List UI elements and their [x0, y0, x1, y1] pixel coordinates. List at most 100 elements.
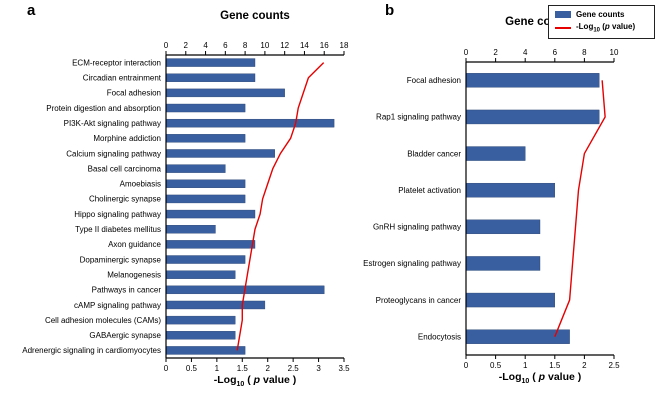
panel-b-label: b	[385, 2, 395, 19]
legend-label-part: value)	[609, 22, 636, 31]
category-label: Axon guidance	[108, 240, 161, 249]
panel-a-bottom-axis-label: -Log10 ( p value )	[166, 374, 344, 388]
axis-label-part: (	[529, 371, 539, 383]
top-axis-tick-label: 6	[223, 41, 228, 50]
panel-a-top-axis-title: Gene counts	[220, 10, 290, 22]
top-axis-tick-label: 14	[300, 41, 309, 50]
pvalue-line	[236, 62, 325, 351]
top-axis-tick-label: 0	[464, 48, 469, 57]
panel-a-plot-svg: ECM-receptor interaction Circadian entrai…	[22, 41, 350, 373]
legend-item-pvalue: -Log10 (p value)	[555, 22, 647, 34]
gene-count-bar	[465, 219, 541, 235]
category-label: Focal adhesion	[407, 76, 461, 85]
bottom-axis-tick-label: 0	[164, 364, 169, 373]
top-axis-tick-label: 8	[243, 41, 248, 50]
legend-label-sub: 10	[593, 27, 601, 34]
axis-label-p: p	[538, 371, 546, 383]
gene-count-bar	[465, 146, 526, 161]
category-label: Cell adhesion molecules (CAMs)	[45, 316, 161, 325]
axis-label-sub: 10	[236, 381, 245, 389]
gene-count-bar	[165, 58, 256, 67]
category-label: Cholinergic synapse	[89, 195, 162, 204]
gene-count-bar	[465, 256, 541, 271]
legend: Gene counts -Log10 (p value)	[548, 5, 655, 39]
category-label: Platelet activation	[398, 186, 461, 195]
bottom-axis-tick-label: 0.5	[490, 361, 502, 370]
axis-label-p: p	[253, 374, 261, 386]
category-label: Proteoglycans in cancer	[376, 296, 462, 305]
top-axis-tick-label: 2	[493, 48, 498, 57]
panel-b-chart: Focal adhesion Rap1 signaling pathway Blad…	[358, 0, 658, 401]
top-axis-tick-label: 16	[320, 41, 329, 50]
category-label: Circadian entrainment	[83, 74, 162, 83]
category-label: GnRH signaling pathway	[373, 223, 461, 232]
gene-count-bar	[165, 134, 246, 143]
category-label: Morphine addiction	[93, 134, 161, 143]
gene-count-bar	[465, 182, 556, 198]
bottom-axis-tick-label: 2.5	[288, 364, 300, 373]
bottom-axis-tick-label: 2.5	[608, 361, 620, 370]
gene-count-bar	[165, 209, 256, 219]
top-axis-tick-label: 10	[610, 48, 619, 57]
bottom-axis-tick-label: 1.5	[549, 361, 561, 370]
top-axis-tick-label: 2	[184, 41, 189, 50]
legend-label-p: p	[604, 22, 610, 31]
gene-count-bar	[165, 73, 256, 82]
top-axis-tick-label: 0	[164, 41, 169, 50]
top-axis-tick-label: 12	[280, 41, 289, 50]
category-label: ECM-receptor interaction	[72, 58, 161, 67]
gene-count-bar	[465, 329, 570, 344]
gene-count-bar	[165, 240, 256, 249]
category-label: PI3K-Akt signaling pathway	[64, 119, 161, 128]
bottom-axis-tick-label: 0.5	[186, 364, 198, 373]
gene-count-bar	[165, 270, 236, 279]
top-axis-tick-label: 10	[260, 41, 269, 50]
bottom-axis-tick-label: 3.5	[338, 364, 350, 373]
top-axis-tick-label: 4	[203, 41, 208, 50]
gene-counts-swatch-icon	[555, 11, 571, 18]
category-label: GABAergic synapse	[89, 331, 161, 340]
top-axis-tick-label: 4	[523, 48, 528, 57]
category-label: Focal adhesion	[107, 89, 161, 98]
bottom-axis-tick-label: 2	[265, 364, 270, 373]
gene-count-bar	[165, 300, 266, 310]
category-label: Protein digestion and absorption	[46, 104, 161, 113]
legend-gene-counts-label: Gene counts	[576, 10, 625, 19]
panel-a-label: a	[27, 2, 36, 19]
bottom-axis-tick-label: 2	[582, 361, 587, 370]
pvalue-line	[554, 80, 606, 337]
gene-count-bar	[165, 346, 246, 355]
gene-count-bar	[165, 255, 246, 264]
gene-count-bar	[165, 103, 246, 113]
legend-pvalue-label: -Log10 (p value)	[576, 22, 635, 34]
axis-label-part: -Log	[498, 371, 522, 383]
category-label: Adrenergic signaling in cardiomyocytes	[22, 346, 161, 355]
category-label: Bladder cancer	[407, 149, 461, 158]
gene-count-bar	[165, 194, 246, 204]
axis-label-sub: 10	[521, 378, 530, 386]
bottom-axis-tick-label: 1	[523, 361, 528, 370]
category-label: Calcium signaling pathway	[66, 149, 161, 158]
top-axis-tick-label: 6	[553, 48, 558, 57]
legend-label-part: -Log	[576, 22, 594, 31]
category-label: Type II diabetes mellitus	[75, 225, 161, 234]
panel-b-plot-svg: Focal adhesion Rap1 signaling pathway Blad…	[363, 48, 620, 370]
category-label: Estrogen signaling pathway	[363, 259, 461, 268]
top-axis-tick-label: 18	[340, 41, 349, 50]
category-label: Amoebiasis	[120, 180, 161, 189]
gene-count-bar	[165, 225, 216, 234]
gene-count-bar	[465, 109, 600, 125]
gene-count-bar	[165, 179, 246, 188]
gene-count-bar	[465, 73, 600, 88]
category-label: Basal cell carcinoma	[88, 164, 162, 173]
gene-count-bar	[165, 88, 285, 98]
pvalue-line-swatch-icon	[555, 26, 571, 29]
legend-label-part: (	[600, 22, 605, 31]
gene-count-bar	[465, 292, 556, 308]
category-label: Rap1 signaling pathway	[376, 113, 461, 122]
panel-a-chart: ECM-receptor interaction Circadian entrai…	[22, 41, 350, 373]
gene-count-bar	[165, 149, 275, 158]
category-label: Hippo signaling pathway	[74, 210, 161, 219]
category-label: Pathways in cancer	[92, 286, 162, 295]
